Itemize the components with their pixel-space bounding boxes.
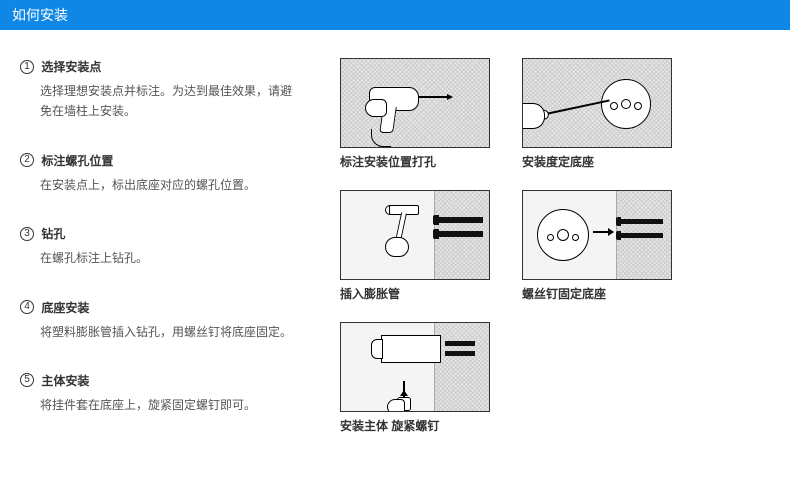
step-title: 1 选择安装点 <box>20 58 300 75</box>
step-1: 1 选择安装点 选择理想安装点并标注。为达到最佳效果，请避免在墙柱上安装。 <box>20 58 300 122</box>
step-title: 5 主体安装 <box>20 372 300 389</box>
step-title: 2 标注螺孔位置 <box>20 152 300 169</box>
step-number: 3 <box>20 227 34 241</box>
figure-1: 标注安装位置打孔 <box>340 58 490 182</box>
figure-illustration <box>340 190 490 280</box>
steps-column: 1 选择安装点 选择理想安装点并标注。为达到最佳效果，请避免在墙柱上安装。 2 … <box>20 58 300 446</box>
step-title: 4 底座安装 <box>20 299 300 316</box>
main-layout: 1 选择安装点 选择理想安装点并标注。为达到最佳效果，请避免在墙柱上安装。 2 … <box>20 58 770 446</box>
step-desc: 选择理想安装点并标注。为达到最佳效果，请避免在墙柱上安装。 <box>20 81 300 122</box>
step-desc: 将塑料膨胀管插入钻孔，用螺丝钉将底座固定。 <box>20 322 300 342</box>
figure-5: 安装主体 旋紧螺钉 <box>340 322 490 446</box>
step-label: 主体安装 <box>41 374 89 388</box>
figure-caption: 螺丝钉固定底座 <box>522 285 672 302</box>
step-4: 4 底座安装 将塑料膨胀管插入钻孔，用螺丝钉将底座固定。 <box>20 299 300 342</box>
figure-caption: 插入膨胀管 <box>340 285 490 302</box>
step-number: 1 <box>20 60 34 74</box>
step-title: 3 钻孔 <box>20 225 300 242</box>
figure-illustration <box>340 322 490 412</box>
figure-illustration <box>522 58 672 148</box>
step-label: 钻孔 <box>41 227 65 241</box>
step-desc: 在安装点上，标出底座对应的螺孔位置。 <box>20 175 300 195</box>
figure-illustration <box>522 190 672 280</box>
section-header: 如何安装 <box>0 0 790 30</box>
step-label: 标注螺孔位置 <box>41 154 113 168</box>
figure-caption: 标注安装位置打孔 <box>340 153 490 170</box>
step-desc: 将挂件套在底座上，旋紧固定螺钉即可。 <box>20 395 300 415</box>
step-number: 5 <box>20 373 34 387</box>
section-title: 如何安装 <box>12 7 68 23</box>
figure-4: 螺丝钉固定底座 <box>522 190 672 314</box>
step-3: 3 钻孔 在螺孔标注上钻孔。 <box>20 225 300 268</box>
figure-3: 插入膨胀管 <box>340 190 490 314</box>
step-5: 5 主体安装 将挂件套在底座上，旋紧固定螺钉即可。 <box>20 372 300 415</box>
step-number: 4 <box>20 300 34 314</box>
page: 如何安装 1 选择安装点 选择理想安装点并标注。为达到最佳效果，请避免在墙柱上安… <box>0 0 790 466</box>
figure-caption: 安装度定底座 <box>522 153 672 170</box>
step-desc: 在螺孔标注上钻孔。 <box>20 248 300 268</box>
figure-caption: 安装主体 旋紧螺钉 <box>340 417 490 434</box>
step-label: 底座安装 <box>41 301 89 315</box>
step-label: 选择安装点 <box>41 60 101 74</box>
step-2: 2 标注螺孔位置 在安装点上，标出底座对应的螺孔位置。 <box>20 152 300 195</box>
step-number: 2 <box>20 153 34 167</box>
figure-illustration <box>340 58 490 148</box>
figures-column: 标注安装位置打孔 安装度定底座 插入膨胀管 <box>340 58 770 446</box>
figure-2: 安装度定底座 <box>522 58 672 182</box>
